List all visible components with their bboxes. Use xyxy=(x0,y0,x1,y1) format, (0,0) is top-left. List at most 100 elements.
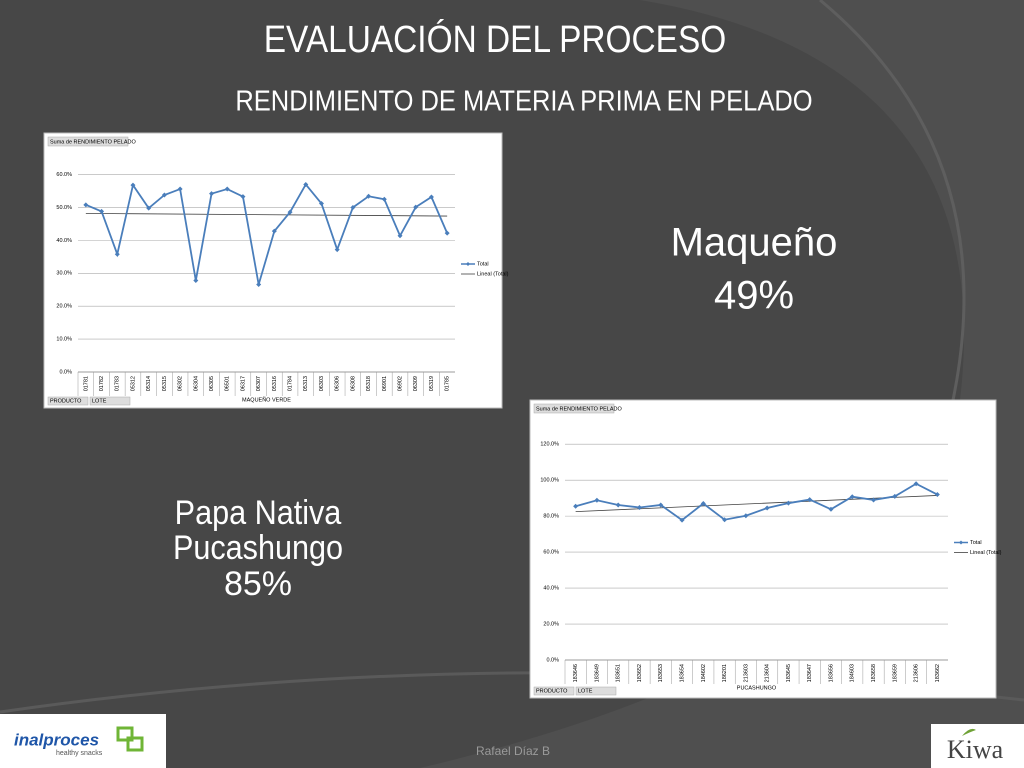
x-tick-label: 05314 xyxy=(146,376,152,391)
x-tick-label: 01781 xyxy=(83,376,89,391)
x-tick-label: 183645 xyxy=(786,664,792,682)
data-point xyxy=(303,181,309,187)
data-point xyxy=(146,205,152,211)
series-line xyxy=(85,182,448,285)
chart-frame xyxy=(43,132,503,409)
y-tick-label: 20.0% xyxy=(543,621,559,627)
filter-button xyxy=(533,686,575,696)
x-tick-label: 213603 xyxy=(743,664,749,682)
chart-title-button xyxy=(47,136,129,147)
data-point xyxy=(636,504,642,510)
x-tick-label: 01785 xyxy=(445,376,451,391)
x-tick-label: 01783 xyxy=(115,376,121,391)
logo-box xyxy=(0,714,166,768)
data-point xyxy=(892,493,898,499)
trendline xyxy=(575,495,938,513)
callout-value: 85% xyxy=(224,565,292,603)
y-tick-label: 0.0% xyxy=(59,369,72,375)
filter-label: LOTE xyxy=(578,688,593,694)
y-tick-label: 0.0% xyxy=(546,657,559,663)
filter-button xyxy=(575,686,617,696)
filter-label: PRODUCTO xyxy=(536,688,568,694)
filter-label: LOTE xyxy=(92,398,107,404)
data-point xyxy=(350,204,356,210)
y-tick-label: 10.0% xyxy=(56,337,72,343)
x-tick-label: 213604 xyxy=(765,664,771,682)
legend-marker xyxy=(466,262,470,266)
data-point xyxy=(871,497,877,503)
data-point xyxy=(130,182,136,188)
x-tick-label: 05315 xyxy=(162,376,168,391)
data-point xyxy=(679,517,685,523)
legend-marker xyxy=(959,540,963,545)
x-tick-label: 05313 xyxy=(303,376,309,391)
data-point xyxy=(366,193,372,199)
callout-name: Pucashungo xyxy=(173,529,343,567)
legend-label: Total xyxy=(970,540,982,546)
logo-box xyxy=(931,724,1024,768)
x-tick-label: 183654 xyxy=(679,664,685,682)
data-point xyxy=(828,506,834,512)
y-tick-label: 80.0% xyxy=(543,514,559,520)
x-axis-title: PUCASHUNGO xyxy=(737,685,777,691)
x-tick-label: 06302 xyxy=(178,376,184,391)
data-point xyxy=(381,196,387,202)
y-tick-label: 60.0% xyxy=(543,550,559,556)
x-tick-label: 05319 xyxy=(429,376,435,391)
callout-value: 49% xyxy=(714,274,794,318)
chart-title: Suma de RENDIMIENTO PELADO xyxy=(536,406,623,412)
x-tick-label: 01782 xyxy=(99,376,105,391)
x-tick-label: 06901 xyxy=(382,376,388,391)
data-point xyxy=(934,492,940,498)
x-tick-label: 183646 xyxy=(573,664,579,682)
x-tick-label: 184602 xyxy=(701,664,707,682)
logo-text: inalproces xyxy=(14,730,99,749)
data-point xyxy=(413,204,419,210)
filter-button xyxy=(89,396,131,406)
chart-title-button xyxy=(533,403,615,414)
y-tick-label: 100.0% xyxy=(540,478,559,484)
trendline xyxy=(85,213,448,217)
data-point xyxy=(428,194,434,200)
data-point xyxy=(114,251,120,257)
x-tick-label: 06306 xyxy=(335,376,341,391)
x-tick-label: 05318 xyxy=(366,376,372,391)
data-point xyxy=(743,513,749,519)
legend-label: Total xyxy=(477,261,489,267)
x-tick-label: 183658 xyxy=(871,664,877,682)
data-point xyxy=(722,517,728,523)
data-point xyxy=(913,481,919,487)
x-tick-label: 186201 xyxy=(722,664,728,682)
x-tick-label: 183662 xyxy=(935,664,941,682)
chart-title: Suma de RENDIMIENTO PELADO xyxy=(50,139,137,145)
data-point xyxy=(318,201,324,207)
data-point xyxy=(700,501,706,507)
slide-title: EVALUACIÓN DEL PROCESO xyxy=(264,18,727,60)
x-tick-label: 183649 xyxy=(594,664,600,682)
data-point xyxy=(240,194,246,200)
data-point xyxy=(271,228,277,234)
data-point xyxy=(161,192,167,198)
logo-icon xyxy=(126,736,144,752)
data-point xyxy=(594,497,600,503)
data-point xyxy=(658,502,664,508)
callout-name: Papa Nativa xyxy=(175,494,342,532)
data-point xyxy=(764,505,770,511)
data-point xyxy=(209,191,215,197)
data-point xyxy=(334,247,340,253)
y-tick-label: 30.0% xyxy=(56,271,72,277)
y-tick-label: 40.0% xyxy=(56,238,72,244)
x-tick-label: 183656 xyxy=(828,664,834,682)
logo-icon xyxy=(116,726,134,742)
x-tick-label: 183653 xyxy=(658,664,664,682)
x-tick-label: 01784 xyxy=(288,376,294,391)
x-tick-label: 06308 xyxy=(350,376,356,391)
y-tick-label: 120.0% xyxy=(540,442,559,448)
legend-label: Lineal (Total) xyxy=(970,550,1002,556)
data-point xyxy=(83,202,89,208)
logo-tagline: healthy snacks xyxy=(56,750,103,757)
x-tick-label: 06501 xyxy=(225,376,231,391)
logo-leaf xyxy=(962,728,976,736)
x-tick-label: 184603 xyxy=(850,664,856,682)
